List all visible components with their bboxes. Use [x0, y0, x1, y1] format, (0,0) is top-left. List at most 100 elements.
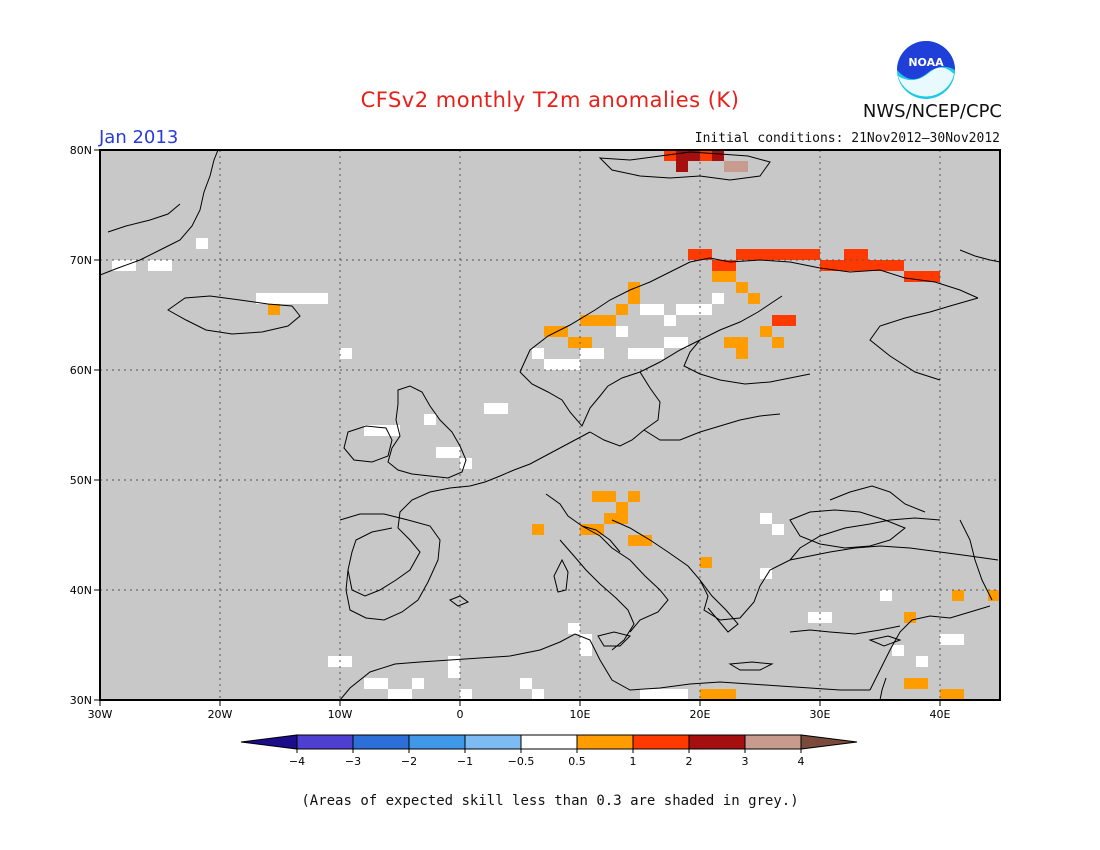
anomaly-cell-white — [568, 359, 580, 370]
anomaly-cell-white — [664, 337, 676, 348]
anomaly-cell-orange — [592, 524, 604, 535]
anomaly-cell-red — [904, 271, 916, 282]
lon-label: 20W — [208, 708, 233, 721]
colorbar-segment — [296, 734, 354, 750]
anomaly-cell-orange — [568, 337, 580, 348]
anomaly-cell-white — [340, 348, 352, 359]
anomaly-cell-red — [868, 260, 880, 271]
anomaly-cell-white — [544, 359, 556, 370]
anomaly-cell-white — [952, 634, 964, 645]
anomaly-cell-white — [460, 458, 472, 469]
anomaly-cell-red — [724, 260, 736, 271]
colorbar-label: 0.5 — [568, 755, 586, 768]
anomaly-cell-white — [916, 656, 928, 667]
anomaly-cell-orange — [592, 315, 604, 326]
anomaly-cell-orange — [544, 326, 556, 337]
anomaly-cell-orange — [580, 315, 592, 326]
anomaly-cell-orange — [628, 282, 640, 293]
lon-label: 30W — [88, 708, 113, 721]
anomaly-cell-orange — [628, 535, 640, 546]
anomaly-cell-white — [676, 689, 688, 700]
anomaly-cell-white — [256, 293, 268, 304]
anomaly-cell-red — [736, 139, 748, 150]
anomaly-cell-orange — [940, 689, 952, 700]
anomaly-cell-white — [880, 590, 892, 601]
colorbar-segment — [520, 734, 578, 750]
anomaly-cell-white — [388, 689, 400, 700]
anomaly-cell-orange — [604, 513, 616, 524]
anomaly-cell-white — [820, 612, 832, 623]
svg-text:NOAA: NOAA — [908, 56, 944, 69]
anomaly-cell-white — [292, 293, 304, 304]
anomaly-cell-red — [688, 139, 700, 150]
anomaly-cell-red — [928, 271, 940, 282]
anomaly-cell-orange — [904, 612, 916, 623]
anomaly-cell-white — [316, 293, 328, 304]
anomaly-cell-white — [580, 634, 592, 645]
lat-label: 50N — [70, 474, 92, 487]
anomaly-cell-red — [628, 139, 640, 150]
anomaly-cell-white — [448, 656, 460, 667]
anomaly-cell-orange — [904, 678, 916, 689]
anomaly-cell-red — [640, 139, 652, 150]
anomaly-cell-orange — [616, 304, 628, 315]
anomaly-cell-white — [556, 359, 568, 370]
anomaly-cell-red — [772, 315, 784, 326]
anomaly-cell-red — [784, 315, 796, 326]
colorbar-segment — [464, 734, 522, 750]
colorbar-label: −4 — [289, 755, 305, 768]
lon-label: 20E — [690, 708, 711, 721]
anomaly-cell-orange — [700, 557, 712, 568]
anomaly-cell-orange — [592, 491, 604, 502]
anomaly-cell-red — [916, 271, 928, 282]
map-frame — [99, 149, 1001, 701]
anomaly-cell-white — [424, 414, 436, 425]
anomaly-cell-white — [772, 524, 784, 535]
anomaly-cell-red — [856, 249, 868, 260]
anomaly-cell-white — [640, 689, 652, 700]
anomaly-cell-orange — [724, 689, 736, 700]
valid-month: Jan 2013 — [99, 127, 179, 148]
anomaly-cell-red — [784, 249, 796, 260]
footnote: (Areas of expected skill less than 0.3 a… — [301, 793, 799, 809]
anomaly-cell-white — [664, 315, 676, 326]
anomaly-cell-white — [532, 689, 544, 700]
anomaly-cell-orange — [604, 491, 616, 502]
anomaly-cell-white — [688, 304, 700, 315]
lat-label: 60N — [70, 364, 92, 377]
anomaly-cell-white — [304, 293, 316, 304]
anomaly-cell-red — [880, 260, 892, 271]
anomaly-cell-white — [448, 667, 460, 678]
anomaly-cell-orange — [532, 524, 544, 535]
anomaly-cell-red — [712, 139, 724, 150]
anomaly-cell-white — [400, 689, 412, 700]
anomaly-cell-red — [844, 260, 856, 271]
anomaly-cell-red — [700, 249, 712, 260]
anomaly-cell-orange — [628, 491, 640, 502]
anomaly-cell-red — [724, 139, 736, 150]
anomaly-cell-orange — [748, 293, 760, 304]
anomaly-cell-white — [376, 678, 388, 689]
anomaly-cell-orange — [736, 337, 748, 348]
noaa-logo-icon: NOAA — [897, 41, 955, 99]
anomaly-cell-white — [520, 678, 532, 689]
anomaly-cell-red — [652, 139, 664, 150]
anomaly-cell-white — [676, 304, 688, 315]
anomaly-cell-white — [484, 403, 496, 414]
anomaly-cell-brown — [736, 161, 748, 172]
anomaly-cell-white — [676, 337, 688, 348]
anomaly-cell-darkred — [676, 161, 688, 172]
anomaly-cell-white — [892, 645, 904, 656]
anomaly-cell-white — [388, 425, 400, 436]
colorbar-label: 4 — [798, 755, 805, 768]
colorbar-segment — [576, 734, 634, 750]
anomaly-cell-white — [196, 238, 208, 249]
lon-label: 0 — [457, 708, 464, 721]
anomaly-cell-white — [340, 656, 352, 667]
anomaly-cell-white — [640, 304, 652, 315]
anomaly-cell-red — [664, 150, 676, 161]
anomaly-cell-orange — [724, 337, 736, 348]
anomaly-cell-white — [280, 293, 292, 304]
anomaly-cell-white — [568, 623, 580, 634]
